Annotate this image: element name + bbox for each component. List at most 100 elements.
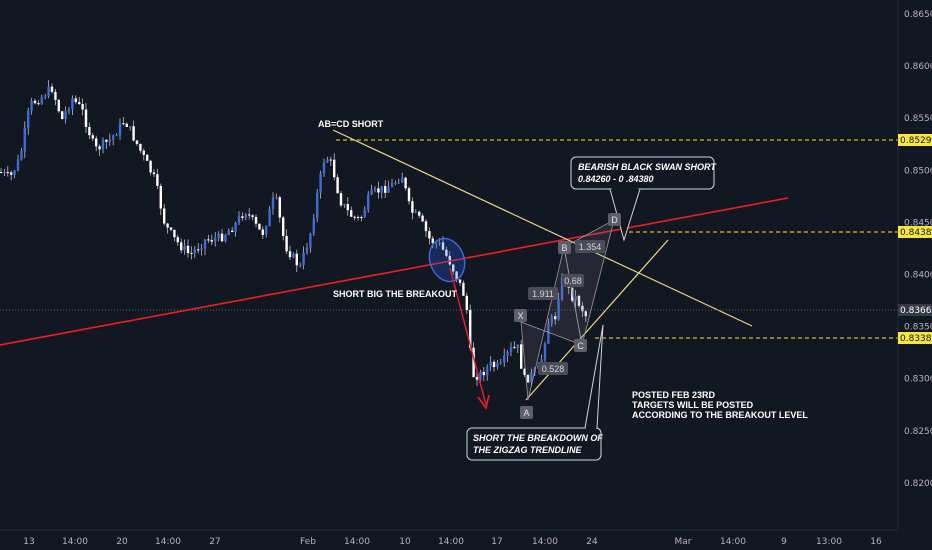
yellow-trendline-upper[interactable] xyxy=(332,129,753,327)
red-arrow-shaft xyxy=(449,267,487,406)
candle-body xyxy=(373,188,377,190)
price-axis[interactable]: 0.86500 0.86000 0.85500 0.85000 0.84500 0.840… xyxy=(904,10,932,489)
time-tick-label: 13 xyxy=(23,537,34,547)
svg-text:1.354: 1.354 xyxy=(579,242,602,252)
point-a-marker[interactable]: A xyxy=(520,406,533,419)
candle-body xyxy=(350,210,353,217)
candle-body xyxy=(244,214,247,218)
time-tick-label: 13:00 xyxy=(816,537,842,547)
swan-callout-line2: 0.84260 - 0 .84380 xyxy=(578,174,654,184)
swan-callout[interactable]: BEARISH BLACK SWAN SHORT 0.84260 - 0 .84… xyxy=(570,156,717,242)
candle-body xyxy=(50,86,54,92)
candle-body xyxy=(67,109,71,112)
candle-body xyxy=(207,239,210,241)
point-d-marker[interactable]: D xyxy=(608,213,621,226)
time-tick-label: 9 xyxy=(781,537,787,547)
candle-body xyxy=(441,242,445,250)
candle-body xyxy=(435,242,438,244)
zigzag-callout-line2: THE ZIGZAG TRENDLINE xyxy=(473,445,582,455)
candle-body xyxy=(394,182,397,184)
time-tick-label: 14:00 xyxy=(532,537,558,547)
candle-body xyxy=(285,235,288,252)
candle-body xyxy=(496,363,499,368)
candle-body xyxy=(183,245,186,251)
price-tick-label: 0.84000 xyxy=(904,271,932,281)
candle-body xyxy=(203,239,207,249)
candle-body xyxy=(122,123,125,125)
candle-body xyxy=(282,217,285,236)
candle-body xyxy=(367,194,370,210)
candle-body xyxy=(503,355,506,363)
candle-body xyxy=(84,109,88,127)
candle-body xyxy=(462,282,465,296)
candle-body xyxy=(261,229,264,235)
candle-body xyxy=(584,311,587,317)
candle-body xyxy=(227,230,230,236)
candle-body xyxy=(13,170,16,175)
breakout-ellipse[interactable] xyxy=(424,234,471,287)
candle-body xyxy=(377,188,380,193)
candle-body xyxy=(186,245,190,253)
time-tick-label: 14:00 xyxy=(720,537,746,547)
time-axis[interactable]: 13 14:00 20 14:00 27 Feb 14:00 10 14:00 17 14:00 24… xyxy=(23,537,882,547)
candle-body xyxy=(445,249,448,256)
candle-body xyxy=(176,237,179,243)
candle-body xyxy=(108,139,111,142)
candle-body xyxy=(516,344,519,348)
candle-body xyxy=(326,159,329,163)
time-tick-label: 16 xyxy=(870,537,882,547)
candle-body xyxy=(54,91,57,100)
time-tick-label: 27 xyxy=(209,537,220,547)
candle-body xyxy=(509,347,513,352)
candle-body xyxy=(557,298,560,320)
price-tick-label: 0.86500 xyxy=(904,10,932,20)
candle-body xyxy=(431,238,434,244)
candle-body xyxy=(0,172,3,173)
candle-body xyxy=(64,111,67,120)
candle-body xyxy=(322,162,326,174)
svg-text:0.68: 0.68 xyxy=(564,276,582,286)
point-c-marker[interactable]: C xyxy=(574,339,587,352)
point-b-marker[interactable]: B xyxy=(558,241,571,254)
candle-body xyxy=(173,229,176,238)
ratio-bd-label: 1.354 xyxy=(575,240,605,253)
candle-body xyxy=(115,135,118,137)
candle-body xyxy=(149,160,152,173)
candle-body xyxy=(88,126,91,136)
svg-text:0.528: 0.528 xyxy=(542,364,565,374)
price-badge-current: 0.83666 xyxy=(898,304,932,316)
candle-body xyxy=(336,177,339,194)
ratio-xb-label: 1.911 xyxy=(528,287,558,300)
candle-body xyxy=(16,159,20,171)
candle-body xyxy=(547,323,550,344)
candle-body xyxy=(513,347,516,349)
candle-body xyxy=(237,216,241,223)
candle-body xyxy=(499,362,502,364)
zigzag-callout[interactable]: SHORT THE BREAKDOWN OF THE ZIGZAG TRENDL… xyxy=(466,324,604,461)
candle-body xyxy=(380,185,383,193)
price-tick-label: 0.82000 xyxy=(904,479,932,489)
candle-body xyxy=(27,110,30,129)
candle-body xyxy=(475,377,479,380)
candle-body xyxy=(47,86,50,97)
candle-body xyxy=(305,247,309,253)
svg-text:0.83385: 0.83385 xyxy=(900,334,932,344)
point-x-marker[interactable]: X xyxy=(514,309,527,322)
candle-body xyxy=(231,230,234,233)
red-trendline[interactable] xyxy=(0,197,789,346)
short-breakout-label: SHORT BIG THE BREAKOUT xyxy=(333,289,458,299)
price-tick-label: 0.83500 xyxy=(904,323,932,333)
price-tick-label: 0.83000 xyxy=(904,375,932,385)
candle-body xyxy=(142,150,145,155)
candle-body xyxy=(40,96,43,104)
candle-body xyxy=(159,185,162,209)
candle-body xyxy=(101,139,105,150)
candle-body xyxy=(118,123,122,136)
price-badge-entry: 0.84387 xyxy=(898,226,932,238)
ratio-xa-label: 0.528 xyxy=(538,362,568,375)
svg-text:0.83666: 0.83666 xyxy=(900,306,932,316)
candles xyxy=(0,80,587,387)
candle-body xyxy=(346,204,349,211)
candle-body xyxy=(418,211,421,216)
